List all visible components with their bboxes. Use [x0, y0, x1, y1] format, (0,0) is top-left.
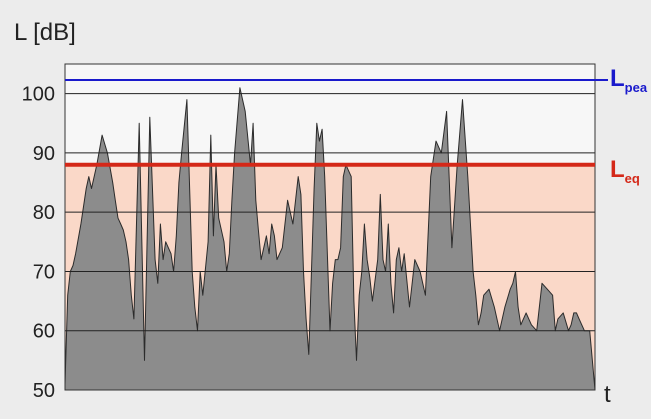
y-tick-label-90: 90	[33, 143, 55, 165]
y-tick-label-100: 100	[22, 84, 55, 106]
y-tick-labels: 50 60 70 80 90 100	[22, 84, 55, 402]
y-tick-label-70: 70	[33, 261, 55, 283]
plot-area	[64, 63, 596, 391]
lpeak-label: Lpea	[610, 65, 648, 95]
y-tick-label-80: 80	[33, 202, 55, 224]
y-tick-label-50: 50	[33, 380, 55, 402]
x-axis-label: t	[604, 381, 611, 408]
reference-lines: Lpea Leq	[65, 65, 648, 186]
sound-level-line	[64, 87, 596, 391]
y-axis-label: L [dB]	[14, 19, 76, 46]
plot-frame	[64, 63, 596, 391]
y-tick-label-60: 60	[33, 321, 55, 343]
leq-label: Leq	[610, 156, 640, 186]
